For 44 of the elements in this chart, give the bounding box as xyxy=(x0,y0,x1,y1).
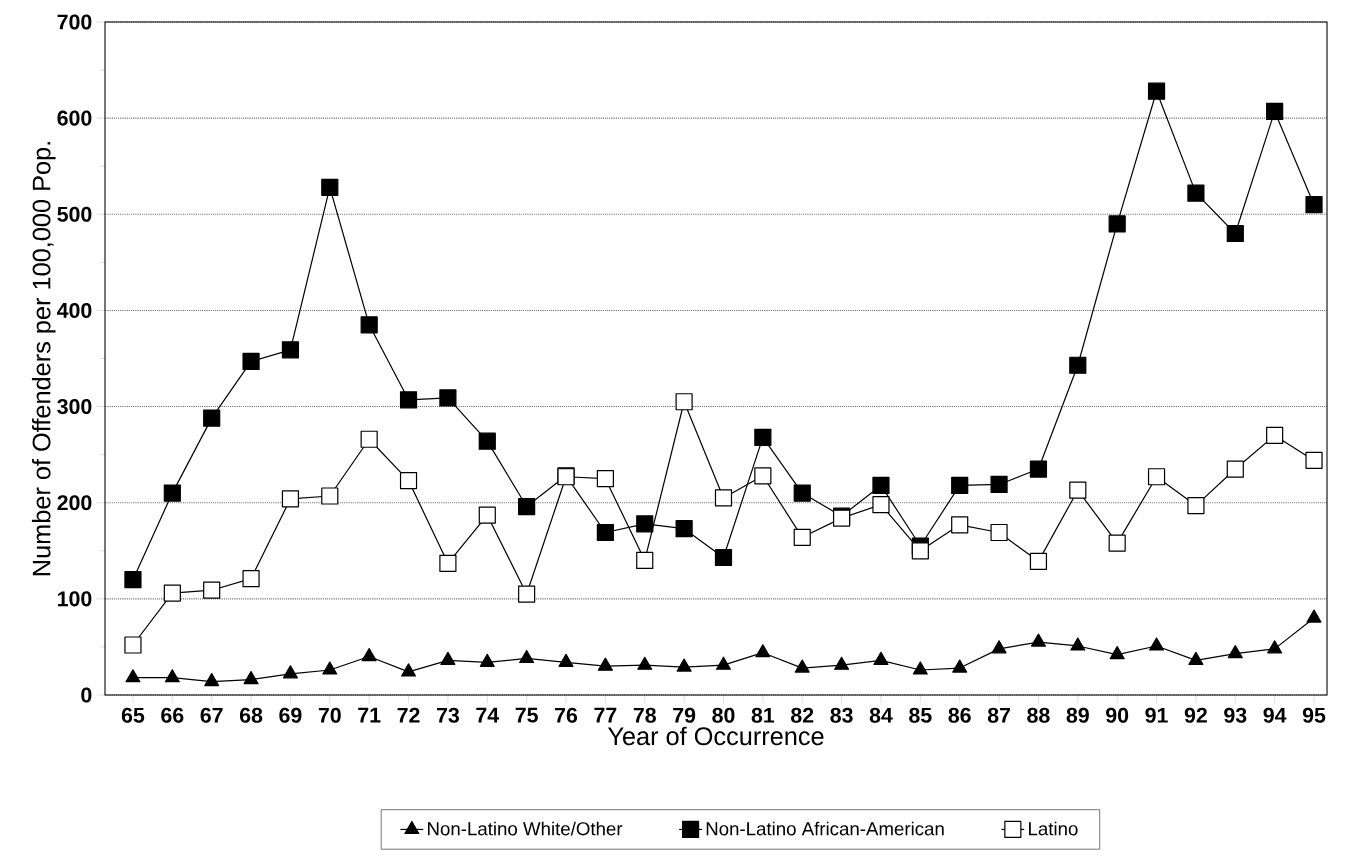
x-tick-label: 90 xyxy=(1106,707,1129,723)
x-tick-label: 92 xyxy=(1184,707,1207,723)
x-tick-label: 67 xyxy=(200,707,223,723)
x-tick-label: 71 xyxy=(358,707,381,723)
x-tick-label: 86 xyxy=(948,707,971,723)
x-tick-label: 93 xyxy=(1224,707,1247,723)
x-axis-title: Year of Occurrence xyxy=(607,726,824,746)
x-tick-label: 89 xyxy=(1066,707,1089,723)
x-tick-label: 88 xyxy=(1027,707,1050,723)
x-tick-label: 75 xyxy=(515,707,538,723)
x-tick-label: 79 xyxy=(673,707,696,723)
x-tick-label: 84 xyxy=(869,707,893,723)
x-tick-label: 65 xyxy=(121,707,145,723)
legend-label: Non-Latino African-American xyxy=(706,821,944,836)
x-tick-label: 73 xyxy=(436,707,459,723)
x-tick-label: 87 xyxy=(987,707,1010,723)
x-tick-label: 77 xyxy=(594,707,617,723)
legend-label: Latino xyxy=(1029,821,1078,836)
y-tick-label: 0 xyxy=(81,687,92,703)
y-tick-label: 500 xyxy=(57,206,92,222)
x-tick-label: 83 xyxy=(830,707,853,723)
x-tick-label: 80 xyxy=(712,707,735,723)
x-tick-label: 94 xyxy=(1263,707,1287,723)
x-tick-label: 70 xyxy=(318,707,341,723)
legend-label: Non-Latino White/Other xyxy=(428,821,623,836)
x-tick-label: 69 xyxy=(279,707,302,723)
x-tick-label: 95 xyxy=(1302,707,1326,723)
y-tick-label: 700 xyxy=(57,14,92,30)
y-tick-label: 400 xyxy=(57,302,92,318)
x-tick-label: 68 xyxy=(239,707,263,723)
x-tick-label: 82 xyxy=(791,707,814,723)
y-tick-label: 300 xyxy=(57,399,92,415)
x-tick-label: 81 xyxy=(751,707,775,723)
x-tick-label: 78 xyxy=(633,707,656,723)
y-tick-label: 200 xyxy=(57,495,92,511)
y-axis-title: Number of Offenders per 100,000 Pop. xyxy=(31,142,56,576)
x-tick-label: 66 xyxy=(161,707,184,723)
x-tick-label: 76 xyxy=(555,707,578,723)
x-tick-label: 85 xyxy=(909,707,932,723)
x-tick-label: 91 xyxy=(1145,707,1168,723)
x-tick-label: 74 xyxy=(476,707,500,723)
y-tick-label: 600 xyxy=(57,110,92,126)
y-tick-label: 100 xyxy=(58,591,92,607)
x-tick-label: 72 xyxy=(397,707,420,723)
